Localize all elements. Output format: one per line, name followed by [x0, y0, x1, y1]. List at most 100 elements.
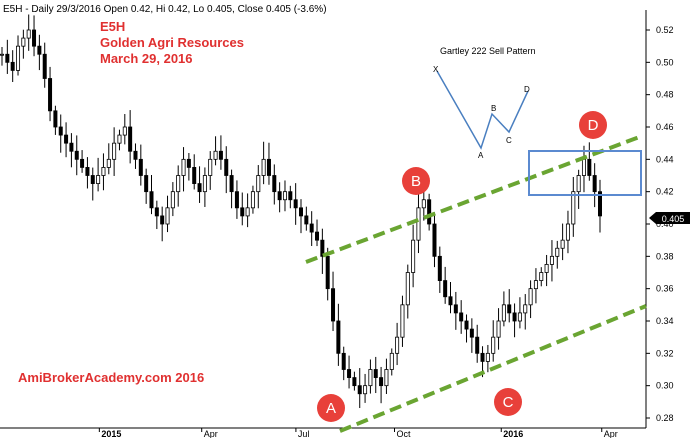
- candle-46: [245, 193, 250, 228]
- candle-76: [405, 264, 410, 319]
- candle-44: [234, 180, 239, 219]
- candle-87: [464, 314, 469, 343]
- candle-55: [293, 183, 298, 225]
- svg-text:C: C: [503, 394, 514, 411]
- candle-98: [523, 294, 528, 330]
- candle-66: [352, 371, 357, 391]
- candle-108: [576, 169, 581, 209]
- candle-111: [592, 163, 597, 208]
- svg-text:0.405: 0.405: [662, 214, 685, 224]
- candle-59: [315, 219, 320, 247]
- y-tick-label-11: 0.30: [656, 381, 674, 391]
- marker-a: A: [317, 394, 345, 422]
- candle-81: [432, 212, 437, 268]
- y-tick-label-4: 0.44: [656, 154, 674, 164]
- candle-21: [112, 127, 117, 176]
- y-tick-label-12: 0.28: [656, 413, 674, 423]
- x-tick-label-5: Apr: [604, 429, 618, 438]
- pattern-label-d: D: [524, 85, 530, 94]
- candle-71: [379, 366, 384, 404]
- candle-101: [539, 267, 544, 287]
- header-info: E5H - Daily 29/3/2016 Open 0.42, Hi 0.42…: [3, 4, 327, 15]
- candle-26: [138, 144, 143, 186]
- candle-109: [581, 145, 586, 193]
- candle-99: [528, 280, 533, 319]
- candle-25: [133, 143, 138, 169]
- candle-20: [106, 143, 111, 175]
- candle-5: [26, 14, 31, 51]
- candle-93: [496, 308, 501, 350]
- candle-38: [202, 167, 207, 207]
- candle-47: [250, 185, 255, 214]
- marker-b: B: [402, 167, 430, 195]
- candle-6: [32, 15, 37, 57]
- x-tick-label-0: 2015: [101, 429, 121, 438]
- x-tick-label-2: Jul: [298, 429, 310, 438]
- candle-10: [53, 105, 58, 135]
- candle-45: [240, 192, 245, 226]
- y-tick-label-9: 0.34: [656, 316, 674, 326]
- candle-77: [411, 224, 416, 288]
- candle-17: [90, 167, 95, 201]
- candle-57: [304, 206, 309, 231]
- candle-100: [533, 268, 538, 304]
- candle-64: [341, 346, 346, 381]
- pattern-label-c: C: [506, 136, 512, 145]
- upper-channel-line: [305, 134, 643, 264]
- candle-32: [170, 182, 175, 217]
- candle-84: [448, 282, 453, 314]
- candle-12: [64, 122, 69, 158]
- svg-text:D: D: [588, 117, 599, 134]
- marker-c: C: [494, 388, 522, 416]
- candle-36: [192, 154, 197, 190]
- pattern-title: Gartley 222 Sell Pattern: [440, 46, 536, 56]
- candle-42: [224, 146, 229, 194]
- candle-24: [128, 110, 133, 164]
- y-tick-label-10: 0.32: [656, 348, 674, 358]
- candle-37: [197, 166, 202, 203]
- candle-95: [507, 289, 512, 323]
- candle-2: [10, 50, 15, 83]
- candle-83: [443, 266, 448, 304]
- y-tick-label-7: 0.38: [656, 251, 674, 261]
- candle-65: [347, 355, 352, 389]
- candles: [0, 14, 603, 409]
- candle-51: [272, 164, 277, 205]
- candle-1: [5, 39, 10, 74]
- candle-19: [101, 153, 106, 191]
- candle-14: [74, 135, 79, 176]
- candle-30: [160, 206, 165, 242]
- candle-89: [475, 324, 480, 363]
- y-tick-label-1: 0.50: [656, 57, 674, 67]
- candle-107: [571, 176, 576, 237]
- candle-29: [154, 200, 159, 230]
- candle-72: [384, 358, 389, 394]
- candle-23: [122, 114, 127, 145]
- candle-8: [42, 42, 47, 88]
- candle-34: [181, 147, 186, 192]
- candle-48: [256, 165, 261, 209]
- candle-92: [491, 320, 496, 362]
- candle-63: [336, 303, 341, 366]
- candle-43: [229, 169, 234, 209]
- title-date: March 29, 2016: [100, 51, 193, 66]
- x-axis: 2015 Apr Jul Oct 2016 Apr: [98, 428, 618, 438]
- x-tick-label-4: 2016: [503, 429, 523, 438]
- candle-40: [213, 136, 218, 166]
- candle-39: [208, 151, 213, 190]
- candle-91: [485, 344, 490, 373]
- candle-82: [437, 246, 442, 293]
- candle-4: [21, 29, 26, 59]
- pattern-label-x: X: [433, 65, 439, 74]
- candle-54: [288, 185, 293, 209]
- candle-112: [597, 179, 603, 233]
- candle-28: [149, 175, 154, 215]
- candle-73: [389, 348, 394, 376]
- candle-18: [96, 157, 101, 192]
- candle-33: [176, 165, 181, 207]
- candle-96: [512, 303, 517, 338]
- candle-31: [165, 195, 170, 233]
- candle-67: [357, 368, 362, 409]
- pattern-label-a: A: [478, 151, 484, 160]
